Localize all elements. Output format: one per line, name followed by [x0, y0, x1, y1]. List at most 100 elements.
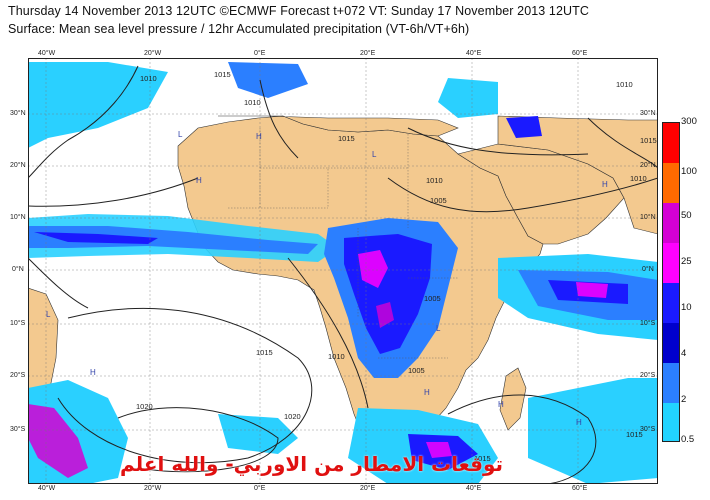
isobar-line [28, 65, 139, 179]
isobar-value: 1015 [640, 136, 657, 145]
pressure-center: H [576, 418, 582, 427]
pressure-center: L [372, 150, 377, 159]
isobar-line [287, 257, 369, 409]
pressure-center: H [498, 400, 504, 409]
isobar-value: 1005 [424, 294, 441, 303]
legend-label: 0.5 [681, 434, 695, 445]
lat-label-right: 30°N [640, 110, 656, 117]
lon-label-top: 40°W [38, 50, 56, 57]
graticule [28, 58, 658, 484]
precip-mediterranean [228, 62, 308, 98]
isobar-line [117, 407, 279, 473]
lon-label-bottom: 0°E [254, 485, 266, 492]
lon-label-top: 20°E [360, 50, 376, 57]
lon-label-top: 40°E [466, 50, 482, 57]
title-line-2: Surface: Mean sea level pressure / 12hr … [8, 22, 470, 36]
lon-label-top: 20°W [144, 50, 162, 57]
precip-congo-intense-2 [376, 302, 394, 328]
pressure-center: H [424, 388, 430, 397]
pressure-center: H [256, 132, 262, 141]
isobar-value: 1020 [284, 412, 301, 421]
lat-label-left: 30°S [10, 426, 26, 433]
isobar-value: 1010 [616, 80, 633, 89]
isobar-value: 1015 [626, 430, 643, 439]
lat-label-left: 10°N [10, 214, 26, 221]
lat-label-left: 20°S [10, 372, 26, 379]
isobar-line [407, 127, 589, 156]
lat-label-right: 10°N [640, 214, 656, 221]
lat-label-left: 10°S [10, 320, 26, 327]
legend-swatch [663, 203, 679, 243]
pressure-center: L [46, 310, 51, 319]
lat-label-right: 30°S [640, 426, 656, 433]
legend-swatch [663, 163, 679, 203]
lon-label-bottom: 40°W [38, 485, 56, 492]
precip-south-indian [528, 378, 658, 484]
legend-swatch [663, 363, 679, 403]
legend-label: 4 [681, 348, 687, 359]
isobar-value: 1015 [338, 134, 355, 143]
isobar-line [387, 177, 658, 213]
isobar-value: 1005 [408, 366, 425, 375]
lon-label-top: 60°E [572, 50, 588, 57]
legend-swatch [663, 283, 679, 323]
precipitation-legend [662, 122, 680, 442]
pressure-center: H [90, 368, 96, 377]
precip-itcz-core [28, 226, 318, 254]
isobar-value: 1010 [244, 98, 261, 107]
legend-label: 2 [681, 394, 687, 405]
legend-label: 50 [681, 210, 692, 221]
isobar-line [447, 394, 597, 484]
arabic-caption: توقعات الامطار من الاوربي- والله اعلم [120, 452, 504, 476]
lon-label-bottom: 20°E [360, 485, 376, 492]
lon-label-top: 0°E [254, 50, 266, 57]
isobar-value: 1010 [630, 174, 647, 183]
legend-label: 100 [681, 166, 697, 177]
legend-label: 300 [681, 116, 697, 127]
isobar-line [28, 257, 89, 309]
isobar-value: 1020 [136, 402, 153, 411]
map-canvas [28, 58, 658, 484]
madagascar-landmass [499, 367, 527, 431]
legend-swatch [663, 323, 679, 363]
lat-label-left: 0°N [12, 266, 24, 273]
legend-label: 10 [681, 302, 692, 313]
isobar-value: 1015 [214, 70, 231, 79]
lon-label-bottom: 40°E [466, 485, 482, 492]
precipitation-layer [28, 62, 658, 484]
borders [228, 128, 458, 359]
isobar-value: 1010 [426, 176, 443, 185]
precip-south-atlantic-1-core [28, 404, 88, 478]
pressure-center: H [602, 180, 608, 189]
lat-label-right: 20°S [640, 372, 656, 379]
pressure-center: L [178, 130, 183, 139]
isobar-value: 1015 [474, 454, 491, 463]
lon-label-bottom: 60°E [572, 485, 588, 492]
isobars [28, 65, 658, 484]
isobar-line [587, 117, 658, 169]
isobar-line [259, 79, 299, 159]
isobar-value: 1015 [256, 348, 273, 357]
pressure-center: H [196, 176, 202, 185]
lat-label-left: 20°N [10, 162, 26, 169]
precip-persian-gulf [506, 116, 542, 138]
legend-swatch [663, 243, 679, 283]
isobar-line [57, 307, 313, 464]
europe-landmass [218, 115, 459, 137]
precip-congo-intense [358, 250, 388, 288]
asia-landmass [497, 115, 658, 235]
precip-nw-atlantic [28, 62, 168, 148]
map-frame [28, 58, 658, 484]
legend-swatch [663, 123, 679, 163]
isobar-value: 1010 [328, 352, 345, 361]
lon-label-bottom: 20°W [144, 485, 162, 492]
precip-indian-ocean-intense [576, 282, 608, 298]
legend-label: 25 [681, 256, 692, 267]
isobar-line [28, 177, 199, 207]
title-line-1: Thursday 14 November 2013 12UTC ©ECMWF F… [8, 4, 590, 18]
precip-south-cape-intense [426, 442, 452, 458]
lat-label-left: 30°N [10, 110, 26, 117]
precip-red-sea [438, 78, 498, 118]
precip-itcz-heavy [34, 232, 158, 244]
